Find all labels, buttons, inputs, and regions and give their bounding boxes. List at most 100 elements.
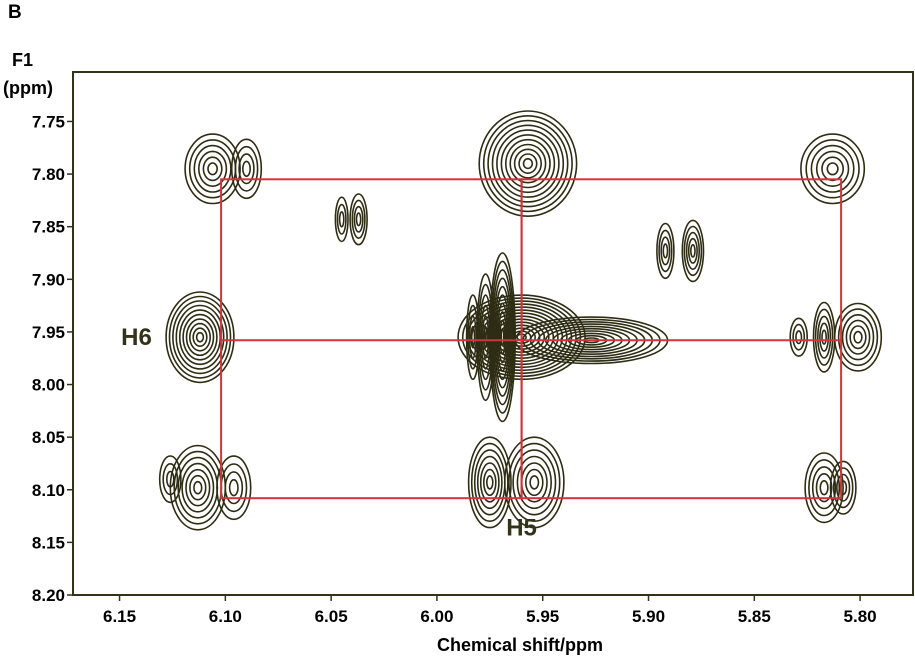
y-tick-label: 7.95 <box>32 323 65 342</box>
contour-line <box>512 449 557 516</box>
contour-peak <box>804 452 844 524</box>
contour-line <box>805 139 860 199</box>
contour-line <box>829 460 857 515</box>
contour-line <box>467 436 512 529</box>
x-tick-label: 5.95 <box>526 607 559 626</box>
contour-line <box>816 315 832 359</box>
contour-line <box>238 153 255 185</box>
contour-line <box>338 211 345 228</box>
contour-line <box>173 450 223 525</box>
contour-line <box>482 315 490 360</box>
contour-line <box>473 449 506 516</box>
contour-line <box>181 462 215 513</box>
y-tick-label: 7.85 <box>32 218 65 237</box>
contour-line <box>491 124 565 203</box>
contour-line <box>810 144 855 193</box>
contour-line <box>826 162 839 176</box>
contour-line <box>230 138 263 200</box>
peak-annotation: H6 <box>121 324 152 351</box>
contour-line <box>792 323 806 351</box>
x-tick-label: 5.85 <box>738 607 771 626</box>
contour-line <box>496 129 560 198</box>
contour-line <box>658 229 673 273</box>
contour-peak <box>349 193 368 246</box>
contour-line <box>662 243 669 259</box>
correlation-boxes <box>220 178 843 500</box>
contour-line <box>490 260 515 414</box>
contour-peak <box>478 110 578 218</box>
contour-line <box>168 295 232 379</box>
contour-line <box>349 193 368 246</box>
peak-annotation: H5 <box>506 515 537 542</box>
contour-line <box>189 474 207 501</box>
contour-peak <box>800 133 866 205</box>
contour-layer <box>158 110 883 531</box>
contour-line <box>476 455 503 510</box>
contour-line <box>351 199 366 240</box>
peak-annotations: H6 H5 <box>121 324 537 541</box>
contour-line <box>470 442 509 523</box>
contour-line <box>172 300 228 375</box>
contour-line <box>685 231 701 270</box>
contour-line <box>509 143 547 184</box>
contour-line <box>819 480 829 496</box>
contour-line <box>478 110 578 218</box>
contour-peak <box>789 317 809 357</box>
contour-line <box>479 462 500 503</box>
y-axis-title-line2: (ppm) <box>3 78 53 98</box>
contour-line <box>188 139 237 199</box>
contour-line <box>815 473 833 503</box>
contour-line <box>184 133 241 205</box>
contour-line <box>487 119 569 208</box>
contour-line <box>189 322 212 352</box>
y-tick-label: 7.80 <box>32 165 65 184</box>
contour-peak <box>829 460 857 515</box>
contour-peak <box>158 455 182 504</box>
contour-line <box>845 319 871 355</box>
contour-line <box>336 203 347 235</box>
contour-line <box>242 160 252 178</box>
contour-line <box>193 480 203 495</box>
contour-line <box>789 317 809 357</box>
contour-line <box>483 325 488 349</box>
correlation-box <box>520 178 843 500</box>
contour-peak <box>833 302 883 372</box>
contour-line <box>849 325 867 350</box>
contour-line <box>660 236 671 266</box>
panel-label: B <box>8 2 22 23</box>
contour-line <box>524 468 544 497</box>
contour-line <box>508 442 561 523</box>
contour-line <box>800 133 866 205</box>
contour-line <box>195 331 205 343</box>
x-axis: 6.15 6.10 6.05 6.00 5.95 5.90 5.85 5.80 <box>103 595 877 626</box>
contour-line <box>819 322 830 352</box>
y-tick-label: 8.10 <box>32 481 65 500</box>
contour-line <box>216 455 252 521</box>
contour-line <box>193 144 232 193</box>
contour-peak <box>656 222 675 280</box>
x-tick-label: 5.90 <box>632 607 665 626</box>
contour-line <box>690 243 696 258</box>
contour-line <box>334 196 349 243</box>
contour-line <box>353 205 364 233</box>
contour-line <box>482 115 573 213</box>
contour-line <box>165 291 235 384</box>
contour-peak <box>681 219 705 283</box>
contour-line <box>795 330 803 345</box>
y-axis-title-line1: F1 <box>12 50 33 70</box>
contour-line <box>687 237 698 264</box>
contour-line <box>518 153 538 175</box>
x-tick-label: 5.80 <box>844 607 877 626</box>
contour-line <box>522 158 534 170</box>
contour-peak <box>467 436 512 529</box>
contour-line <box>683 225 703 277</box>
y-tick-label: 8.15 <box>32 533 65 552</box>
contour-line <box>821 156 845 182</box>
y-tick-label: 8.20 <box>32 586 65 605</box>
contour-line <box>681 219 705 283</box>
contour-line <box>198 150 228 188</box>
contour-line <box>833 302 883 372</box>
contour-line <box>228 479 239 497</box>
contour-line <box>832 467 854 509</box>
